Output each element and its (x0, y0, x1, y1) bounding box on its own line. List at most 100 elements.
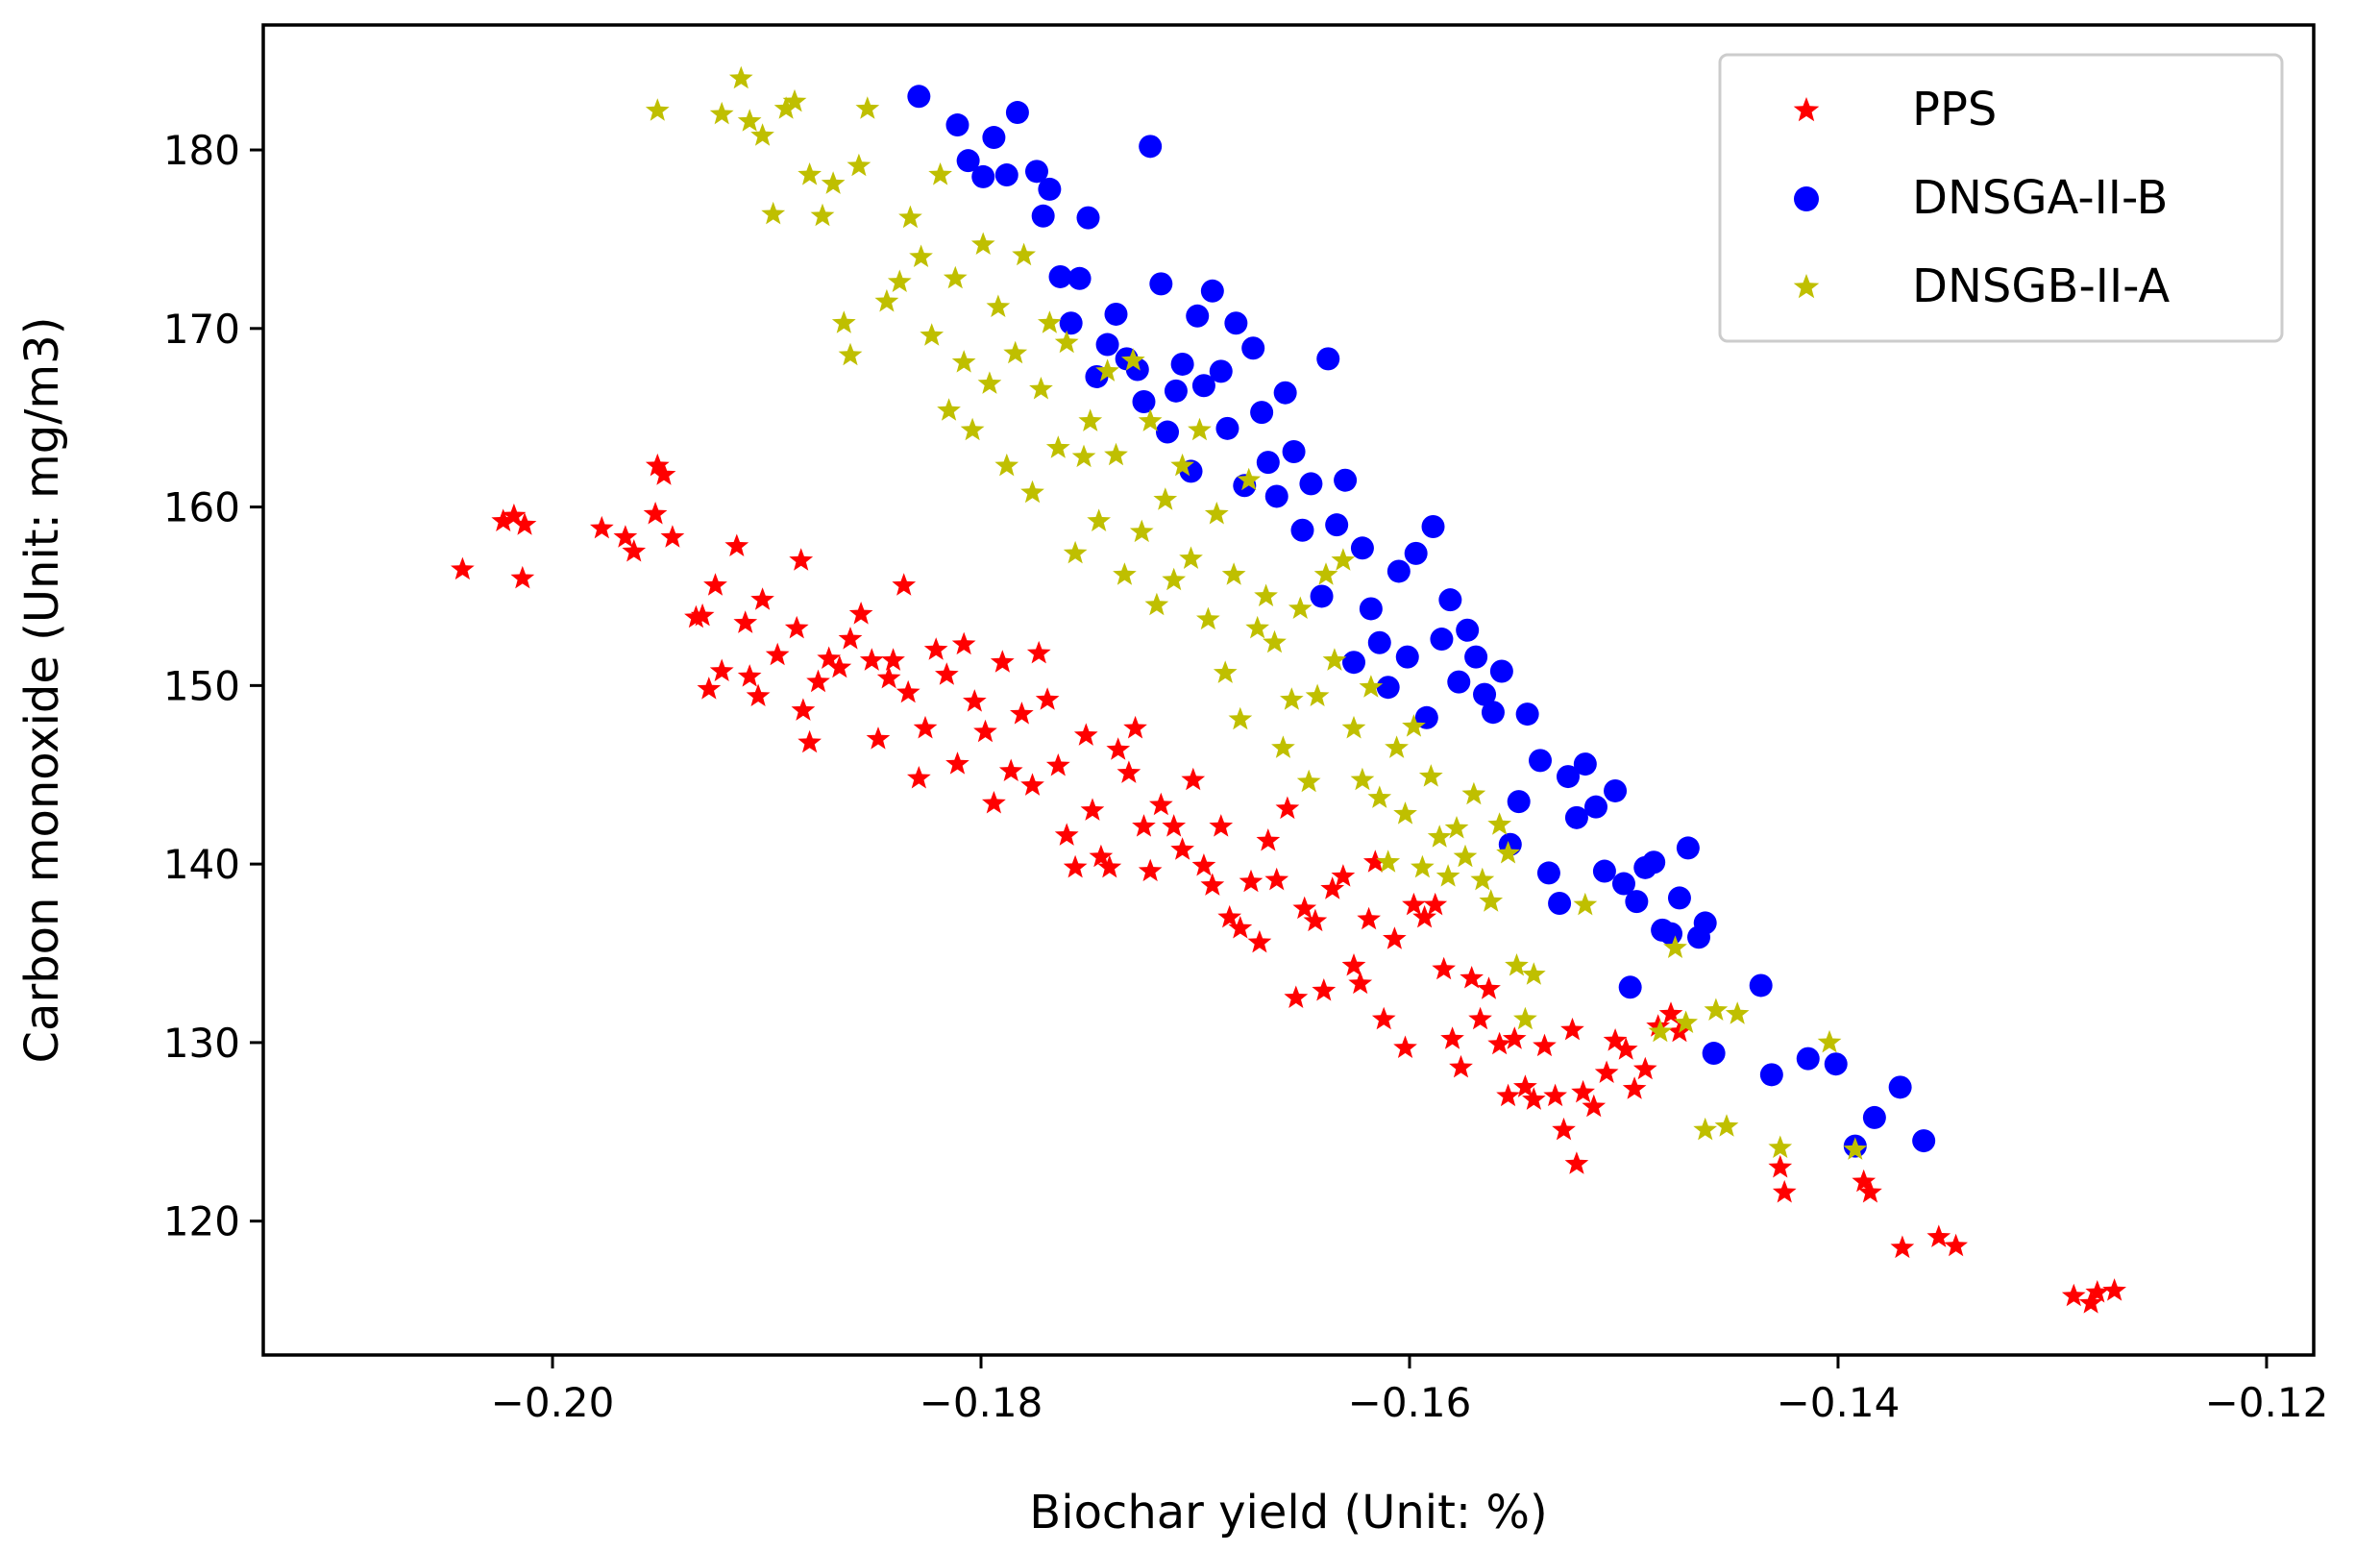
data-point-dnsga-ii-b (1310, 584, 1334, 608)
data-point-dnsgb-ii-a (1573, 892, 1598, 916)
data-point-dnsgb-ii-a (1843, 1137, 1868, 1160)
data-point-pps (817, 646, 842, 669)
data-point-pps (1768, 1154, 1793, 1178)
data-point-pps (733, 610, 758, 633)
legend-markers (1793, 97, 1820, 299)
data-point-pps (1613, 1037, 1638, 1060)
data-point-pps (660, 525, 685, 548)
data-point-dnsga-ii-b (1536, 861, 1560, 885)
data-point-dnsga-ii-b (1529, 749, 1553, 773)
data-point-dnsgb-ii-a (1505, 953, 1529, 976)
data-point-dnsgb-ii-a (943, 265, 968, 289)
data-point-dnsgb-ii-a (1768, 1135, 1793, 1158)
data-point-pps (1035, 687, 1060, 710)
data-point-pps (703, 573, 727, 596)
data-point-dnsgb-ii-a (1714, 1114, 1739, 1137)
data-point-pps (1362, 850, 1387, 873)
data-point-pps (613, 525, 638, 548)
data-point-dnsga-ii-b (1376, 676, 1400, 700)
data-point-pps (651, 462, 676, 485)
data-point-pps (1162, 814, 1187, 837)
data-point-dnsgb-ii-a (1435, 864, 1460, 887)
data-point-pps (512, 512, 537, 535)
data-point-dnsga-ii-b (1515, 702, 1539, 727)
data-point-dnsgb-ii-a (1496, 841, 1520, 864)
data-point-dnsga-ii-b (1282, 439, 1306, 463)
data-point-pps (1149, 792, 1173, 816)
data-point-dnsga-ii-b (1604, 778, 1628, 802)
data-point-pps (491, 508, 516, 531)
data-point-pps (896, 679, 920, 703)
data-point-dnsga-ii-b (1132, 389, 1156, 413)
data-point-dnsga-ii-b (1200, 279, 1224, 303)
data-point-dnsga-ii-b (1611, 872, 1635, 896)
data-point-dnsgb-ii-a (1138, 408, 1163, 431)
data-point-pps (1228, 916, 1253, 939)
data-point-pps (690, 603, 715, 627)
data-point-dnsga-ii-b (1386, 559, 1411, 583)
data-point-dnsgb-ii-a (1453, 844, 1478, 868)
data-point-dnsga-ii-b (1749, 973, 1773, 998)
data-point-pps (1560, 1017, 1584, 1041)
x-tick-label: −0.12 (2205, 1379, 2329, 1426)
data-point-dnsga-ii-b (1395, 645, 1419, 669)
data-point-dnsga-ii-b (1224, 311, 1248, 335)
data-point-pps (1513, 1074, 1537, 1097)
data-point-pps (1543, 1083, 1567, 1107)
legend-label-dnsgb-ii-a: DNSGB-II-A (1912, 259, 2170, 313)
data-point-dnsga-ii-b (1888, 1075, 1912, 1099)
data-point-pps (1331, 864, 1356, 887)
data-point-pps (1533, 1033, 1557, 1057)
x-axis: −0.20 −0.18 −0.16 −0.14 −0.12 (491, 1355, 2329, 1426)
data-point-dnsgb-ii-a (645, 98, 670, 121)
data-point-pps (951, 631, 976, 655)
data-point-pps (1217, 904, 1241, 928)
data-point-pps (684, 604, 708, 628)
data-point-dnsgb-ii-a (1054, 330, 1079, 354)
data-point-dnsgb-ii-a (1179, 546, 1203, 569)
data-point-dnsgb-ii-a (855, 96, 880, 119)
data-point-dnsga-ii-b (1438, 588, 1462, 612)
data-point-dnsga-ii-b (1076, 206, 1100, 230)
data-point-dnsgb-ii-a (1003, 340, 1028, 364)
data-point-pps (750, 587, 774, 610)
plot-frame (261, 23, 2316, 1357)
data-point-dnsga-ii-b (1824, 1052, 1848, 1076)
data-point-dnsgb-ii-a (1237, 467, 1262, 491)
data-point-dnsgb-ii-a (1095, 358, 1119, 382)
data-point-dnsgb-ii-a (970, 232, 995, 255)
data-point-pps (945, 751, 969, 775)
data-point-dnsga-ii-b (1334, 468, 1358, 492)
data-point-dnsgb-ii-a (1113, 562, 1137, 585)
data-point-dnsgb-ii-a (951, 350, 976, 373)
data-point-dnsgb-ii-a (728, 65, 753, 89)
data-point-pps (982, 791, 1006, 814)
data-point-dnsgb-ii-a (1461, 781, 1486, 805)
data-point-pps (1502, 1026, 1527, 1049)
data-point-pps (1181, 767, 1206, 791)
data-point-pps (1890, 1235, 1915, 1259)
data-point-dnsga-ii-b (1209, 359, 1233, 383)
legend-box (1718, 53, 2284, 343)
data-point-dnsga-ii-b (907, 85, 931, 109)
data-point-pps (1239, 869, 1264, 893)
data-point-dnsga-ii-b (1489, 659, 1513, 683)
data-point-dnsgb-ii-a (1038, 310, 1062, 333)
data-point-dnsgb-ii-a (1393, 801, 1417, 825)
data-point-pps (590, 515, 614, 539)
data-point-dnsgb-ii-a (1153, 487, 1178, 510)
data-point-dnsgb-ii-a (874, 288, 899, 312)
data-point-dnsgb-ii-a (1331, 548, 1356, 571)
data-point-pps (806, 669, 830, 693)
data-point-dnsgb-ii-a (1196, 606, 1220, 630)
data-point-dnsgb-ii-a (1402, 714, 1426, 737)
data-point-dnsgb-ii-a (1071, 444, 1096, 468)
y-tick-label: 140 (163, 841, 240, 888)
data-point-pps (1496, 1083, 1520, 1107)
data-point-dnsgb-ii-a (1479, 889, 1504, 912)
y-tick-label: 130 (163, 1020, 240, 1067)
x-tick-label: −0.20 (491, 1379, 615, 1426)
data-point-dnsga-ii-b (1170, 352, 1194, 376)
data-point-dnsga-ii-b (1796, 1047, 1820, 1071)
data-point-dnsgb-ii-a (1144, 592, 1169, 616)
